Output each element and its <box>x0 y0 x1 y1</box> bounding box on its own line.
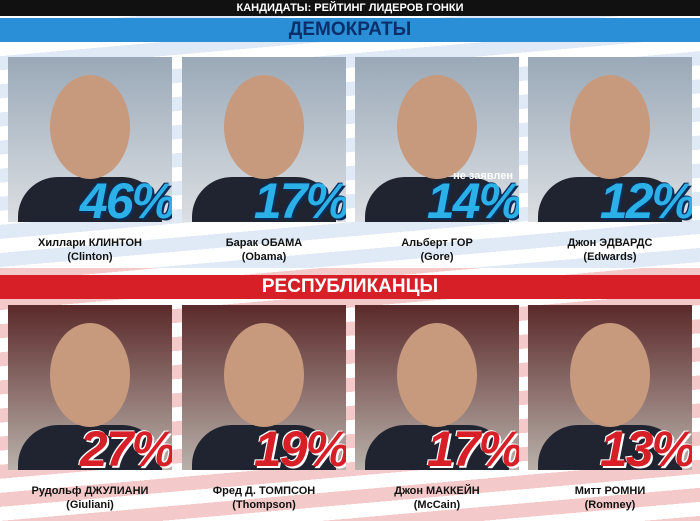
photo-body <box>18 425 162 470</box>
note: не заявлен <box>453 170 513 182</box>
rating: 13% <box>599 421 692 470</box>
photo: 12% <box>528 57 692 222</box>
photo: 46% <box>8 57 172 222</box>
section-title: ДЕМОКРАТЫ <box>0 18 700 42</box>
candidate-name: Джон ЭДВАРДС <box>567 237 653 249</box>
photo-body <box>18 177 162 222</box>
photo-face <box>50 75 130 179</box>
photo-face <box>570 323 650 427</box>
photo: не заявлен 14% <box>355 57 519 222</box>
rating: 14% <box>426 173 519 222</box>
photo-face <box>570 75 650 179</box>
candidate-latin: (Edwards) <box>583 251 637 263</box>
photo-face <box>224 323 304 427</box>
candidate-name: Рудольф ДЖУЛИАНИ <box>31 485 149 497</box>
candidate-latin: (Gore) <box>420 251 454 263</box>
candidate-name: Хиллари КЛИНТОН <box>38 237 142 249</box>
candidate-name: Джон МАККЕЙН <box>394 485 480 497</box>
candidate-latin: (Romney) <box>584 499 636 511</box>
photo: 17% <box>182 57 346 222</box>
photo-body <box>365 177 509 222</box>
photo-body <box>192 425 336 470</box>
candidate-latin: (Thompson) <box>232 499 296 511</box>
photo: 13% <box>528 305 692 470</box>
photo-face <box>397 323 477 427</box>
candidate-latin: (Giuliani) <box>66 499 114 511</box>
rating: 17% <box>253 173 346 222</box>
photo-body <box>365 425 509 470</box>
photo-body <box>538 425 682 470</box>
candidate-latin: (McCain) <box>413 499 461 511</box>
photo-face <box>224 75 304 179</box>
photo-face <box>50 323 130 427</box>
rating: 17% <box>426 421 519 470</box>
photo: 27% <box>8 305 172 470</box>
candidate-name: Митт РОМНИ <box>574 485 646 497</box>
candidate-name: Фред Д. ТОМПСОН <box>212 485 316 497</box>
rating: 46% <box>79 173 172 222</box>
candidate-latin: (Obama) <box>241 251 287 263</box>
photo: 17% <box>355 305 519 470</box>
candidate-name: Альберт ГОР <box>401 237 473 249</box>
header-title: КАНДИДАТЫ: РЕЙТИНГ ЛИДЕРОВ ГОНКИ <box>0 0 700 16</box>
rating: 19% <box>253 421 346 470</box>
rating: 27% <box>79 421 172 470</box>
section-title: РЕСПУБЛИКАНЦЫ <box>0 275 700 299</box>
photo: 19% <box>182 305 346 470</box>
photo-body <box>192 177 336 222</box>
rating: 12% <box>599 173 692 222</box>
candidate-name: Барак ОБАМА <box>225 237 303 249</box>
candidate-latin: (Clinton) <box>67 251 113 263</box>
photo-body <box>538 177 682 222</box>
photo-face <box>397 75 477 179</box>
